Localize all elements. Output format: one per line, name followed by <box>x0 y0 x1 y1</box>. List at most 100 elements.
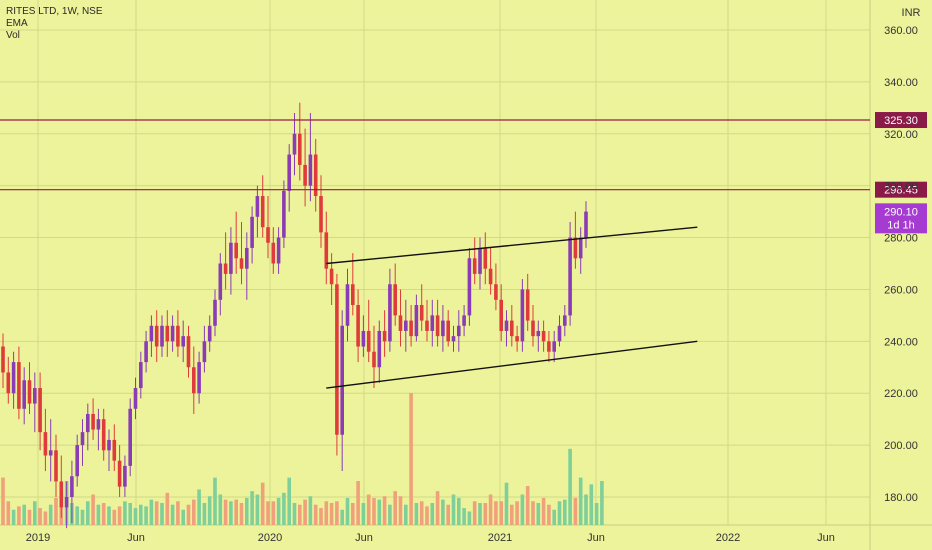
y-tick-label: 280.00 <box>884 233 918 245</box>
candle-body <box>366 330 371 352</box>
x-axis: 2019 Jun 2020 Jun 2021 Jun 2022 Jun <box>26 532 835 544</box>
volume-bar <box>170 504 175 525</box>
volume-bar <box>308 496 313 525</box>
candle-body <box>91 413 95 430</box>
y-tick-label: 320.00 <box>884 129 918 141</box>
volume-bar <box>419 501 424 525</box>
candle-body <box>329 268 334 285</box>
candle-body <box>382 330 387 342</box>
volume-bar <box>165 492 170 525</box>
volume-bar <box>197 489 201 525</box>
volume-bar <box>504 482 509 525</box>
candle-body <box>6 372 11 394</box>
candle-body <box>457 325 461 337</box>
volume-bar <box>398 496 403 525</box>
candle-body <box>488 268 493 285</box>
candle-body <box>409 320 413 337</box>
volume-bar <box>377 499 382 525</box>
candle-body <box>313 154 318 197</box>
candle-body <box>43 432 48 456</box>
volume-bar <box>329 503 334 525</box>
volume-bar <box>573 497 578 525</box>
candle-body <box>22 380 26 409</box>
volume-bar <box>234 499 238 525</box>
volume-bar <box>207 496 212 525</box>
candle-body <box>504 320 509 331</box>
volume-bar <box>276 497 281 525</box>
y-tick-label: 340.00 <box>884 77 918 89</box>
volume-bar <box>245 497 249 525</box>
x-tick-label: Jun <box>587 532 605 544</box>
candle-body <box>139 362 143 389</box>
volume-bar <box>255 494 260 525</box>
volume-bar <box>451 494 456 525</box>
volume-bar <box>488 494 493 525</box>
volume-bar <box>22 504 26 525</box>
volume-indicator-label[interactable]: Vol <box>6 30 20 41</box>
volume-bar <box>266 501 270 525</box>
volume-bar <box>112 509 117 525</box>
candle-body <box>520 289 525 342</box>
volume-bar <box>17 506 21 525</box>
volume-bar <box>128 503 132 525</box>
candle-body <box>372 351 376 368</box>
candle-body <box>245 247 249 269</box>
level-badge <box>875 112 927 129</box>
candle-body <box>451 336 456 342</box>
volume-bar <box>319 508 323 525</box>
candle-body <box>229 242 233 274</box>
volume-bar <box>366 494 371 525</box>
candle-body <box>271 242 276 264</box>
volume-bar <box>351 503 355 525</box>
candle-body <box>33 388 37 404</box>
volume-bar <box>260 482 265 525</box>
y-tick-label: 360.00 <box>884 25 918 37</box>
volume-bar <box>27 509 32 525</box>
ema-indicator-label[interactable]: EMA <box>6 18 28 29</box>
candle-body <box>563 315 567 326</box>
last-price-badge <box>875 203 927 234</box>
x-tick-label: Jun <box>355 532 373 544</box>
level-badge <box>875 181 927 198</box>
candle-body <box>160 325 164 347</box>
volume-bar <box>91 494 95 525</box>
volume-bar <box>107 506 111 525</box>
candlesticks <box>1 102 588 529</box>
candle-body <box>250 216 254 248</box>
candle-body <box>202 341 207 363</box>
candle-body <box>144 341 148 363</box>
volume-bar <box>86 501 90 525</box>
candle-body <box>441 320 445 337</box>
volume-bar <box>584 494 588 525</box>
candle-body <box>260 196 265 228</box>
candle-body <box>17 362 21 409</box>
countdown-label: 1d 1h <box>887 219 915 231</box>
candle-body <box>568 237 572 316</box>
y-tick-label: 240.00 <box>884 336 918 348</box>
candle-body <box>48 450 53 456</box>
volume-bar <box>160 503 164 525</box>
y-tick-label: 260.00 <box>884 284 918 296</box>
volume-bar <box>483 503 488 525</box>
candle-body <box>345 284 350 326</box>
volume-bar <box>43 511 48 525</box>
volume-bar <box>467 511 472 525</box>
candle-body <box>282 190 286 238</box>
candle-body <box>117 460 122 487</box>
volume-bar <box>213 477 217 525</box>
volume-bar <box>541 497 546 525</box>
candle-body <box>276 237 281 264</box>
candle-body <box>419 305 424 321</box>
volume-bar <box>472 501 477 525</box>
volume-bar <box>101 503 106 525</box>
symbol-title[interactable]: RITES LTD, 1W, NSE <box>6 6 103 17</box>
candle-body <box>59 481 64 508</box>
candle-body <box>234 242 238 259</box>
currency-label: INR <box>902 7 921 19</box>
volume-bar <box>425 506 429 525</box>
candle-body <box>340 325 344 435</box>
candle-body <box>499 299 503 331</box>
